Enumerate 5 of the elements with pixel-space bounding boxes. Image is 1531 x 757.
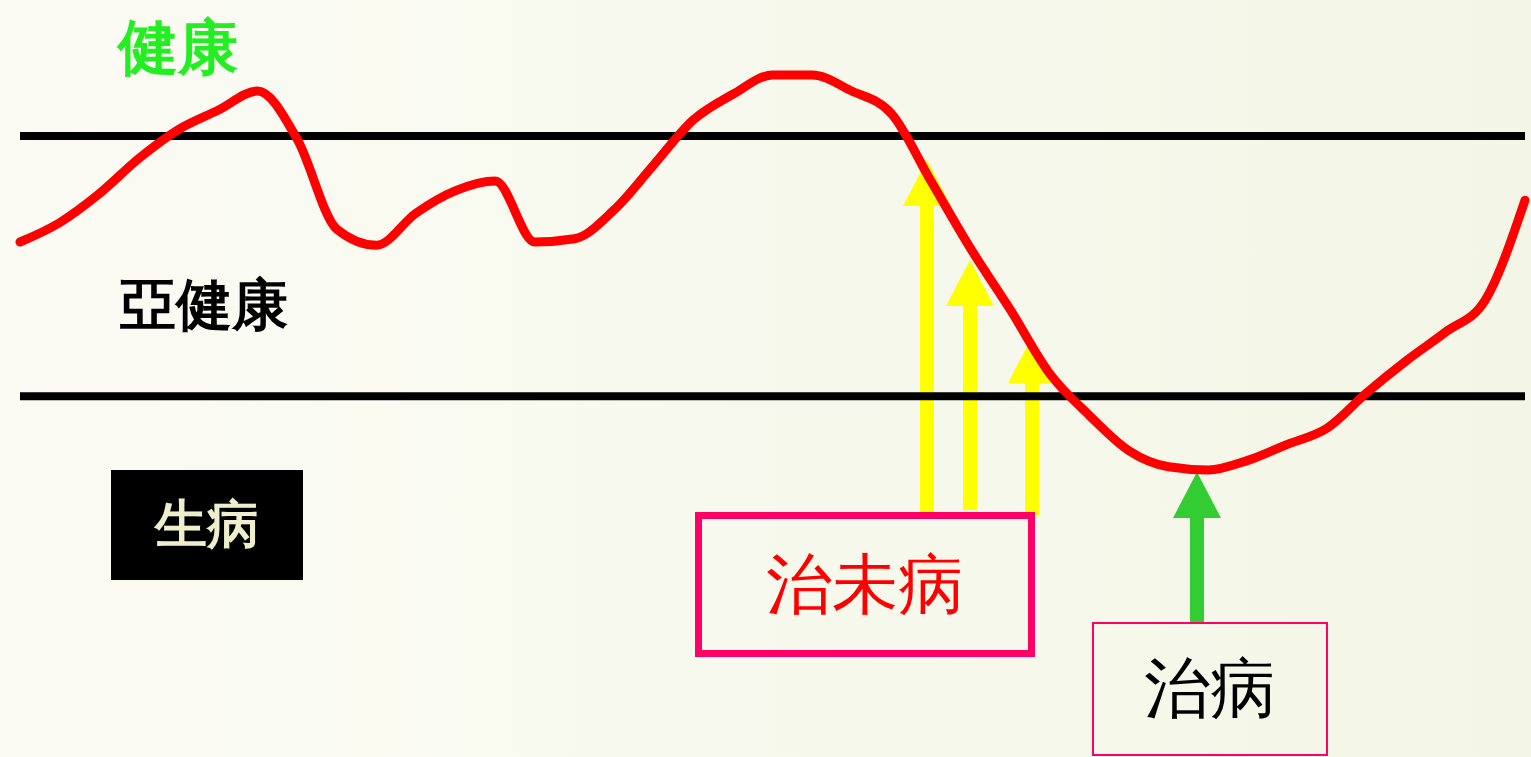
text: 生病 (111, 470, 303, 580)
text: 治病 (1092, 622, 1328, 756)
annotation: 健康 (118, 11, 238, 84)
text: 治未病 (695, 512, 1035, 657)
annotation: 亞健康 (120, 271, 288, 339)
